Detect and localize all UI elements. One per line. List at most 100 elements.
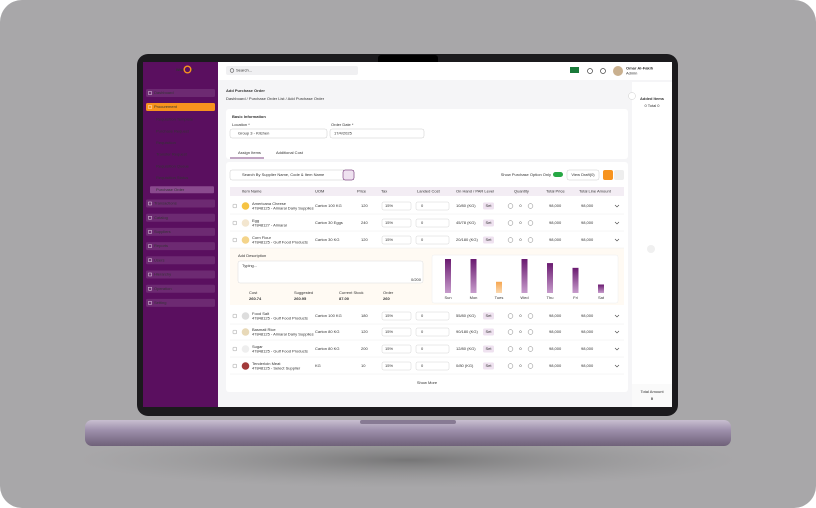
set-button[interactable] xyxy=(483,202,494,210)
quantity: 0 xyxy=(519,329,522,334)
menu-item[interactable] xyxy=(146,284,215,293)
qty-plus[interactable] xyxy=(527,220,534,226)
logo: Wat xyxy=(176,67,184,72)
expand-chevron[interactable] xyxy=(614,314,620,318)
quantity: 0 xyxy=(519,203,522,208)
on-hand: 55/80 (KG) xyxy=(456,313,476,318)
expand-chevron[interactable] xyxy=(614,221,620,225)
set-button[interactable] xyxy=(483,328,494,336)
field-value: 17/4/2025 xyxy=(334,131,353,136)
set-label: Set xyxy=(485,346,492,351)
qty-minus[interactable] xyxy=(507,329,514,335)
qty-plus[interactable] xyxy=(527,237,534,243)
qty-minus[interactable] xyxy=(507,313,514,319)
avatar[interactable] xyxy=(613,66,623,76)
tax-select[interactable] xyxy=(381,344,412,354)
menu-icon xyxy=(148,301,152,305)
landed-input[interactable] xyxy=(415,361,450,371)
demand-bar xyxy=(470,259,477,293)
expand-chevron[interactable] xyxy=(614,204,620,208)
checkbox[interactable] xyxy=(232,314,237,319)
qty-minus[interactable] xyxy=(507,203,514,209)
qty-plus[interactable] xyxy=(527,203,534,209)
collapse-button[interactable] xyxy=(628,92,636,100)
price: 10 xyxy=(361,363,366,368)
on-hand: 20/180 (KG) xyxy=(456,237,478,242)
logo-ring xyxy=(183,65,192,74)
checkbox[interactable] xyxy=(232,237,237,242)
flag[interactable] xyxy=(570,67,579,73)
toggle[interactable] xyxy=(553,172,563,177)
tax-select[interactable] xyxy=(381,311,412,321)
landed-input[interactable] xyxy=(415,235,450,245)
description-input[interactable] xyxy=(237,260,424,284)
stat-label: Order xyxy=(383,290,394,295)
landed-input[interactable] xyxy=(415,201,450,211)
qty-plus[interactable] xyxy=(527,329,534,335)
item-supplier: 47848125 - Gulf Food Products xyxy=(252,240,308,245)
menu-item[interactable] xyxy=(146,89,215,97)
landed-cost: 0 xyxy=(421,313,424,318)
grid-view-button[interactable] xyxy=(614,170,624,180)
qty-minus[interactable] xyxy=(507,237,514,243)
search-box[interactable] xyxy=(226,66,358,75)
checkbox[interactable] xyxy=(232,220,237,225)
submenu-active[interactable] xyxy=(150,186,214,194)
qty-plus[interactable] xyxy=(527,313,534,319)
column-header: Tax xyxy=(381,189,387,194)
set-button[interactable] xyxy=(483,345,494,353)
section-title: Basic Information xyxy=(232,114,266,119)
menu-item[interactable] xyxy=(146,270,215,279)
item-image xyxy=(241,202,250,210)
landed-input[interactable] xyxy=(415,218,450,228)
location-select[interactable] xyxy=(229,128,328,139)
show-more: Show More xyxy=(417,380,438,385)
set-button[interactable] xyxy=(483,362,494,370)
menu-item[interactable] xyxy=(146,256,215,265)
qty-plus[interactable] xyxy=(527,363,534,369)
landed-input[interactable] xyxy=(415,344,450,354)
expand-chevron[interactable] xyxy=(614,347,620,351)
set-button[interactable] xyxy=(483,312,494,320)
menu-item[interactable] xyxy=(146,199,215,208)
message-icon[interactable] xyxy=(600,68,606,74)
set-button[interactable] xyxy=(483,236,494,244)
filter-button[interactable] xyxy=(342,169,355,181)
menu-icon xyxy=(148,105,152,109)
qty-minus[interactable] xyxy=(507,363,514,369)
date-input[interactable] xyxy=(329,128,425,139)
tax-select[interactable] xyxy=(381,327,412,337)
line-amount: 98,000 xyxy=(581,220,594,225)
checkbox[interactable] xyxy=(232,347,237,352)
menu-item[interactable] xyxy=(146,298,215,307)
qty-minus[interactable] xyxy=(507,346,514,352)
menu-item[interactable] xyxy=(146,227,215,236)
menu-item[interactable] xyxy=(146,213,215,222)
menu-item[interactable] xyxy=(146,103,215,111)
landed-input[interactable] xyxy=(415,327,450,337)
bell-icon[interactable] xyxy=(587,68,593,74)
tax-select[interactable] xyxy=(381,218,412,228)
menu-label: Transactions xyxy=(154,201,177,206)
item-name: Americana Cheese xyxy=(252,201,287,206)
set-button[interactable] xyxy=(483,219,494,227)
draft-button[interactable] xyxy=(566,169,600,181)
checkbox[interactable] xyxy=(232,330,237,335)
tax-select[interactable] xyxy=(381,361,412,371)
stat-value: 87.00 xyxy=(339,296,350,301)
qty-minus[interactable] xyxy=(507,220,514,226)
total-value: 0 xyxy=(651,396,654,401)
checkbox[interactable] xyxy=(232,203,237,208)
expand-chevron[interactable] xyxy=(614,364,620,368)
tax-select[interactable] xyxy=(381,201,412,211)
expand-chevron[interactable] xyxy=(614,238,620,242)
landed-input[interactable] xyxy=(415,311,450,321)
list-view-button[interactable] xyxy=(603,170,613,180)
expand-chevron[interactable] xyxy=(614,330,620,334)
menu-item[interactable] xyxy=(146,242,215,251)
qty-plus[interactable] xyxy=(527,346,534,352)
on-hand: 10/80 (KG) xyxy=(456,203,476,208)
checkbox[interactable] xyxy=(232,364,237,369)
tax-select[interactable] xyxy=(381,235,412,245)
column-header: Price xyxy=(357,189,367,194)
